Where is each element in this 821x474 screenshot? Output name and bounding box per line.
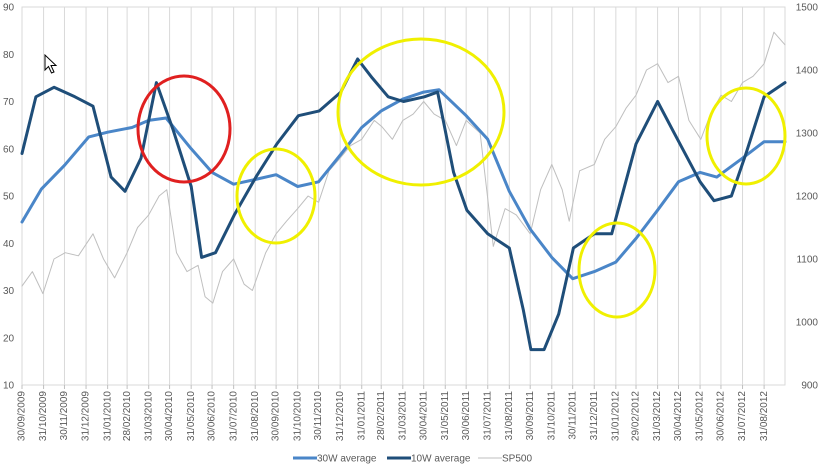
x-tick-label: 30/11/2011 (567, 391, 578, 440)
annotations (136, 37, 787, 319)
legend-label: 10W average (411, 454, 471, 465)
left-y-axis: 10 20 30 40 50 60 70 80 90 (3, 3, 15, 392)
x-axis: 30/09/2009 31/10/2009 30/11/2009 31/12/2009… (17, 385, 770, 441)
legend: 30W average 10W average SP500 (293, 454, 532, 465)
x-tick-label: 31/10/2010 (292, 391, 303, 441)
x-tick-label: 31/12/2011 (589, 391, 600, 441)
left-y-tick-label: 50 (3, 192, 15, 203)
mouse-cursor-icon (44, 53, 58, 74)
x-tick-label: 31/01/2010 (102, 391, 113, 441)
right-y-tick-label: 1200 (796, 192, 819, 203)
legend-label: 30W average (317, 454, 377, 465)
right-y-axis: 900 1000 1100 1200 1300 1400 1500 (796, 3, 819, 392)
series-line-10w-average (20, 57, 787, 352)
grid (21, 6, 786, 386)
right-y-tick-label: 1300 (796, 129, 819, 140)
x-tick-label: 30/09/2009 (17, 391, 28, 441)
x-tick-label: 31/03/2011 (397, 391, 408, 441)
x-tick-label: 31/05/2011 (440, 391, 451, 441)
x-tick-label: 31/07/2012 (737, 391, 748, 441)
legend-label: SP500 (502, 454, 532, 465)
x-tick-label: 31/07/2011 (482, 391, 493, 441)
left-y-tick-label: 80 (3, 50, 15, 61)
right-y-tick-label: 1500 (796, 3, 819, 14)
x-tick-label: 31/08/2010 (250, 391, 261, 441)
x-tick-label: 31/10/2011 (546, 391, 557, 441)
x-tick-label: 31/05/2012 (695, 391, 706, 441)
x-tick-label: 30/06/2012 (716, 391, 727, 441)
x-tick-label: 30/11/2010 (313, 391, 324, 441)
annotation-circle-yellow-4 (705, 86, 787, 186)
x-tick-label: 31/12/2010 (335, 391, 346, 441)
x-tick-label: 30/06/2011 (461, 391, 472, 441)
x-tick-label: 29/02/2012 (631, 391, 642, 441)
x-tick-label: 30/04/2010 (164, 391, 175, 441)
x-tick-label: 31/03/2010 (143, 391, 154, 441)
x-tick-label: 31/01/2012 (610, 391, 621, 441)
left-y-tick-label: 90 (3, 3, 15, 14)
right-y-tick-label: 1400 (796, 66, 819, 77)
x-tick-label: 31/07/2010 (228, 391, 239, 441)
right-y-tick-label: 1000 (796, 318, 819, 329)
x-tick-label: 31/10/2009 (38, 391, 49, 441)
x-tick-label: 28/02/2011 (376, 391, 387, 441)
x-tick-label: 30/11/2009 (59, 391, 70, 441)
x-tick-label: 31/03/2012 (652, 391, 663, 441)
series-line-sp500 (21, 31, 786, 304)
left-y-tick-label: 60 (3, 144, 15, 155)
right-y-tick-label: 1100 (796, 255, 818, 266)
x-tick-label: 30/09/2010 (271, 391, 282, 441)
x-tick-label: 31/08/2011 (504, 391, 515, 441)
right-y-tick-label: 900 (801, 381, 818, 392)
annotation-circle-red (136, 74, 232, 184)
series-group (20, 31, 787, 352)
x-tick-label: 31/01/2011 (356, 391, 367, 441)
x-tick-label: 31/05/2010 (186, 391, 197, 441)
left-y-tick-label: 20 (3, 333, 15, 344)
annotation-circle-yellow-1 (235, 147, 317, 245)
left-y-tick-label: 40 (3, 239, 15, 250)
x-tick-label: 30/09/2011 (525, 391, 536, 441)
x-tick-label: 30/04/2011 (418, 391, 429, 441)
x-tick-label: 31/08/2012 (759, 391, 770, 441)
left-y-tick-label: 30 (3, 286, 15, 297)
annotation-circle-yellow-3 (577, 221, 657, 319)
annotation-circle-yellow-2 (336, 37, 506, 187)
x-tick-label: 31/12/2009 (81, 391, 92, 441)
left-y-tick-label: 70 (3, 97, 15, 108)
x-tick-label: 28/02/2010 (122, 391, 133, 441)
left-y-tick-label: 10 (3, 381, 15, 392)
x-tick-label: 30/06/2010 (207, 391, 218, 441)
x-tick-label: 30/04/2012 (673, 391, 684, 441)
